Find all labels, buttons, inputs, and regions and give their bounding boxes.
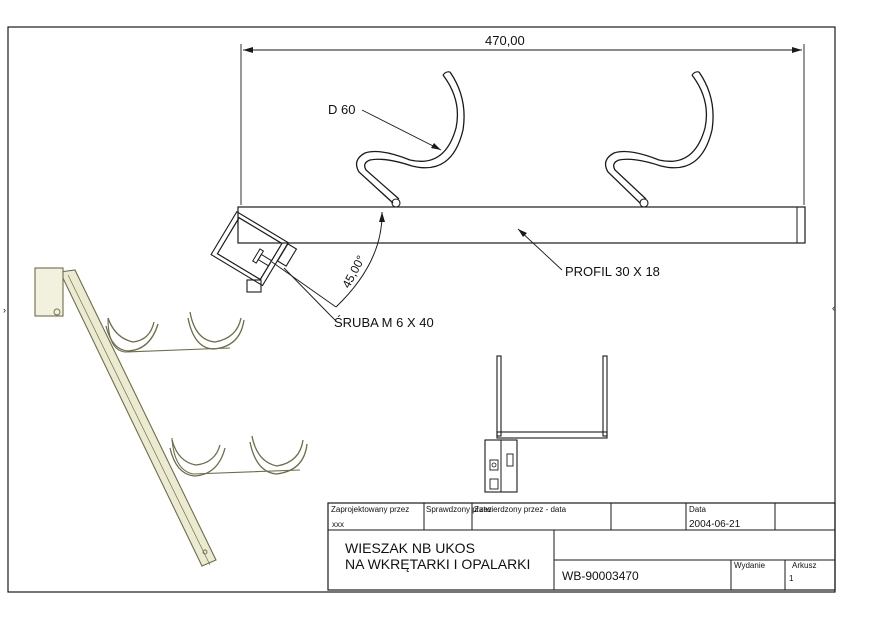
date-label: Data (689, 505, 706, 514)
title-block: Zaprojektowany przez xxx Sprawdzony prze… (327, 502, 836, 591)
checked-by-label: Sprawdzony przez (426, 505, 492, 514)
date-value: 2004-06-21 (689, 519, 741, 530)
designed-by-value: xxx (332, 520, 344, 529)
sheet-value: 1 (789, 574, 794, 583)
screw-label: ŚRUBA M 6 X 40 (334, 315, 434, 330)
angle-arc (335, 211, 383, 308)
profile-label: PROFIL 30 X 18 (565, 264, 660, 279)
screw-leader (283, 267, 331, 316)
angle-arrow-top (379, 212, 385, 222)
sheet-label: Arkusz (792, 561, 816, 570)
dimension-arrow-right (792, 47, 802, 53)
designed-by-label: Zaprojektowany przez (331, 505, 409, 514)
screw-head (276, 243, 298, 267)
screw-nut (246, 279, 262, 293)
left-edge-mark: › (3, 305, 6, 315)
edition-label: Wydanie (734, 561, 766, 570)
dimension-arrow-left (243, 47, 253, 53)
angle-reference-line (271, 261, 337, 308)
hook-left (355, 71, 465, 208)
hook-right (604, 71, 714, 208)
main-view: 470,00 D 60 PROFIL 30 X 18 (210, 33, 806, 330)
diameter-leader (361, 109, 442, 151)
diameter-leader-arrow (431, 143, 441, 150)
angle-bracket (210, 210, 290, 287)
approved-by-label: Zatwierdzony przez - data (474, 505, 567, 514)
dimension-470-label: 470,00 (485, 33, 525, 48)
angle-label: 45,00° (339, 253, 368, 291)
diameter-label: D 60 (328, 102, 355, 117)
right-edge-mark: ‹ (832, 303, 835, 313)
drawing-border (7, 26, 836, 593)
title-line-1: WIESZAK NB UKOS (345, 540, 475, 556)
profile-leader (517, 228, 563, 271)
profile-bar (237, 206, 806, 244)
side-view (484, 355, 608, 493)
title-line-2: NA WKRĘTARKI I OPALARKI (345, 556, 530, 572)
isometric-view (34, 267, 308, 567)
profile-leader-arrow (518, 229, 527, 237)
drawing-number: WB-90003470 (562, 569, 639, 583)
